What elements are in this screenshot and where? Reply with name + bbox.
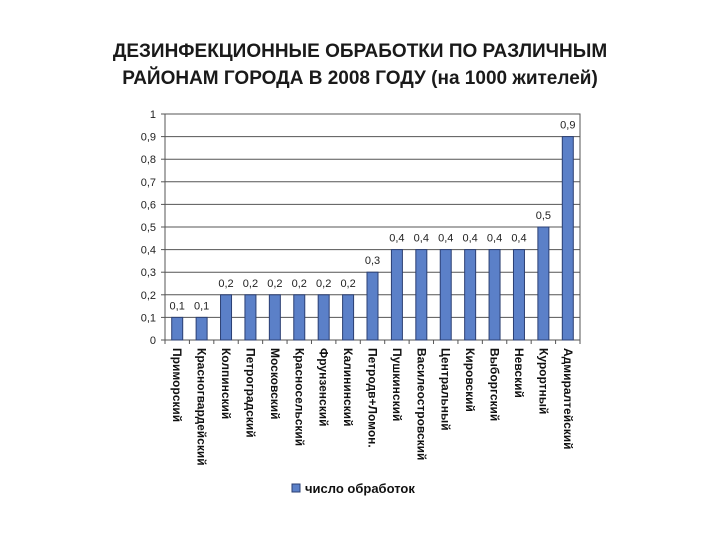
data-label: 0,4 bbox=[438, 233, 453, 245]
chart-title-line-1: ДЕЗИНФЕКЦИОННЫЕ ОБРАБОТКИ ПО РАЗЛИЧНЫМ bbox=[112, 41, 608, 62]
category-label: Пушкинский bbox=[390, 348, 404, 421]
category-label: Калининский bbox=[341, 348, 355, 426]
data-label: 0,2 bbox=[316, 278, 331, 290]
bar bbox=[366, 271, 379, 341]
chart-title: ДЕЗИНФЕКЦИОННЫЕ ОБРАБОТКИ ПО РАЗЛИЧНЫМ Р… bbox=[0, 38, 720, 92]
category-label: Колпинский bbox=[219, 348, 233, 419]
data-label: 0,3 bbox=[365, 255, 380, 267]
data-label: 0,4 bbox=[511, 233, 526, 245]
data-label: 0,9 bbox=[560, 120, 575, 132]
data-label: 0,2 bbox=[243, 278, 258, 290]
y-tick-label: 0 bbox=[150, 335, 156, 347]
bar bbox=[561, 136, 574, 341]
bar bbox=[244, 294, 257, 341]
category-label: Петродв+Ломон. bbox=[366, 348, 380, 448]
bar bbox=[512, 249, 525, 341]
bar bbox=[268, 294, 281, 341]
data-label: 0,4 bbox=[389, 233, 404, 245]
y-tick-label: 0,9 bbox=[141, 132, 156, 144]
category-label: Фрунзенский bbox=[317, 348, 331, 427]
bar bbox=[464, 249, 477, 341]
data-label: 0,2 bbox=[340, 278, 355, 290]
category-label: Московский bbox=[268, 348, 282, 420]
y-tick-label: 0,7 bbox=[141, 177, 156, 189]
data-label: 0,1 bbox=[170, 300, 185, 312]
category-label: Выборгский bbox=[488, 348, 502, 421]
bar bbox=[220, 294, 233, 341]
data-label: 0,4 bbox=[414, 233, 429, 245]
legend-label: число обработок bbox=[305, 481, 415, 496]
bar bbox=[439, 249, 452, 341]
chart-title-line-2: РАЙОНАМ ГОРОДА В 2008 ГОДУ (на 1000 жите… bbox=[122, 68, 598, 89]
category-label: Петроградский bbox=[243, 348, 257, 438]
data-label: 0,4 bbox=[462, 233, 477, 245]
y-tick-label: 0,2 bbox=[141, 290, 156, 302]
data-label: 0,2 bbox=[292, 278, 307, 290]
y-tick-label: 0,1 bbox=[141, 312, 156, 324]
y-tick-label: 1 bbox=[150, 109, 156, 121]
bar bbox=[342, 294, 355, 341]
bar bbox=[415, 249, 428, 341]
y-tick-label: 0,3 bbox=[141, 267, 156, 279]
data-label: 0,1 bbox=[194, 300, 209, 312]
data-label: 0,4 bbox=[487, 233, 502, 245]
category-label: Красногвардейский bbox=[195, 348, 209, 466]
y-tick-label: 0,5 bbox=[141, 222, 156, 234]
bar bbox=[195, 316, 208, 341]
bar bbox=[537, 226, 550, 341]
category-label: Приморский bbox=[170, 348, 184, 422]
category-label: Кировский bbox=[463, 348, 477, 412]
bar bbox=[390, 249, 403, 341]
category-label: Красносельский bbox=[292, 348, 306, 446]
bar bbox=[488, 249, 501, 341]
y-tick-label: 0,4 bbox=[141, 245, 156, 257]
y-tick-label: 0,8 bbox=[141, 154, 156, 166]
category-label: Адмиралтейский bbox=[561, 348, 575, 450]
y-tick-label: 0,6 bbox=[141, 199, 156, 211]
data-label: 0,2 bbox=[267, 278, 282, 290]
bar bbox=[317, 294, 330, 341]
category-label: Василеостровский bbox=[414, 348, 428, 460]
category-label: Центральный bbox=[439, 348, 453, 431]
legend-swatch bbox=[291, 483, 301, 493]
data-label: 0,2 bbox=[218, 278, 233, 290]
bar bbox=[171, 316, 184, 341]
bar bbox=[293, 294, 306, 341]
category-label: Курортный bbox=[536, 348, 550, 414]
data-label: 0,5 bbox=[536, 210, 551, 222]
category-label: Невский bbox=[512, 348, 526, 398]
